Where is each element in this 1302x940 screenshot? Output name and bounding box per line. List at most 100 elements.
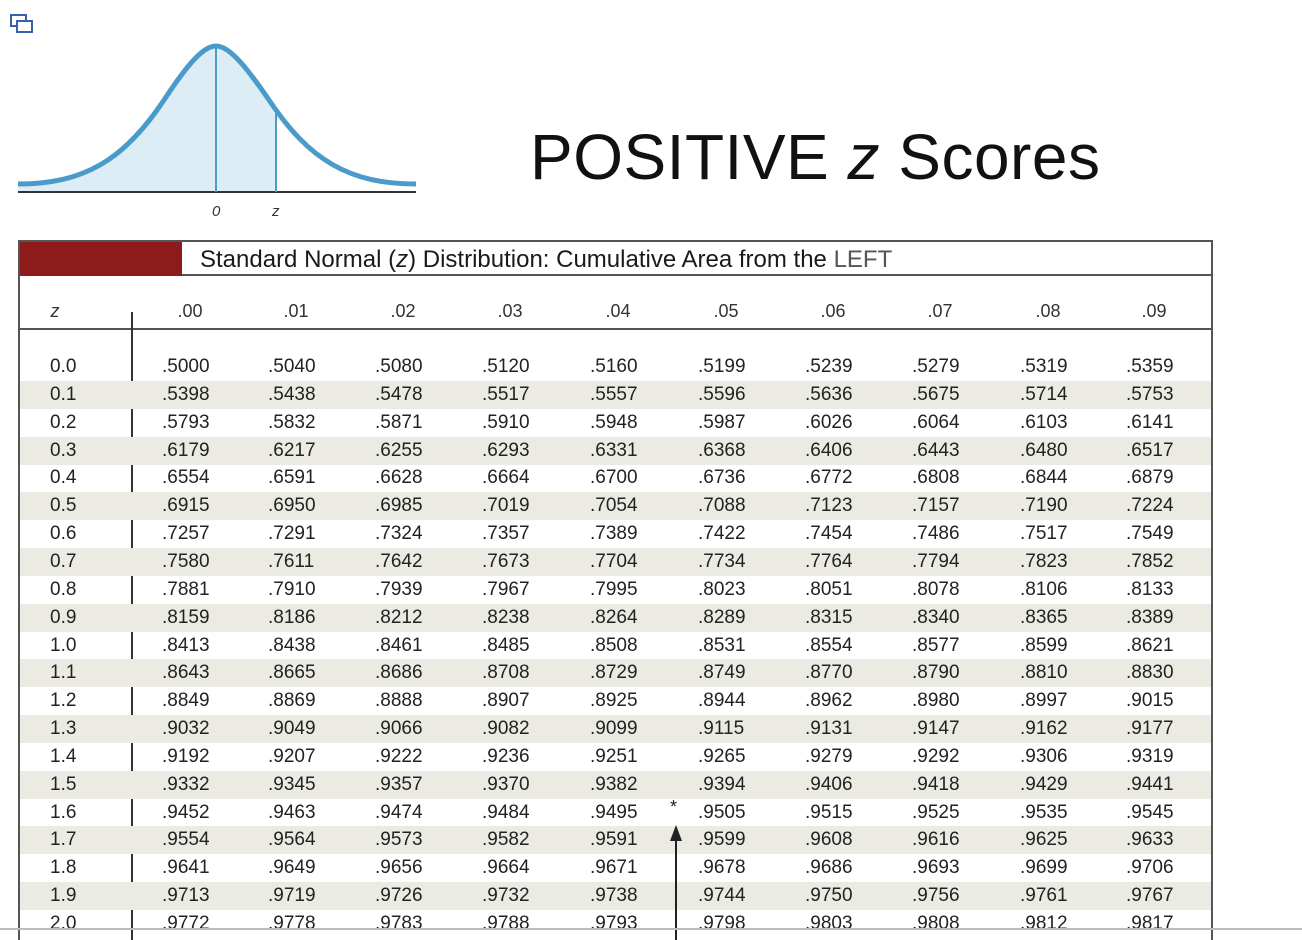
table-cell: .6736 — [698, 467, 746, 489]
table-cell: .5359 — [1126, 356, 1174, 377]
normal-curve-figure: 0 z — [17, 43, 417, 220]
table-cell: .7454 — [805, 523, 853, 545]
z-value: 1.6 — [50, 801, 77, 823]
table-cell: .7054 — [590, 495, 638, 517]
caption-var: z — [396, 246, 409, 273]
table-cell: .9633 — [1126, 829, 1174, 851]
table-cell: .9429 — [1020, 773, 1068, 795]
table-cell: .9738 — [590, 885, 638, 907]
table-cell: .9515 — [805, 801, 853, 823]
table-cell: .9463 — [268, 801, 316, 823]
table-cell: .6950 — [268, 495, 316, 517]
table-cell: .7517 — [1020, 523, 1068, 545]
table-cell: .8461 — [375, 634, 423, 656]
table-cell: .9803 — [805, 913, 853, 934]
table-cell: .9484 — [482, 801, 530, 823]
table-cell: .9441 — [1126, 773, 1174, 795]
table-cell: .8749 — [698, 662, 746, 684]
table-cell: .5675 — [912, 383, 960, 405]
table-cell: .9750 — [805, 885, 853, 907]
table-cell: .9783 — [375, 913, 423, 934]
z-value: 0.7 — [50, 550, 77, 572]
table-cell: .5596 — [698, 383, 746, 405]
table-cell: .6103 — [1020, 411, 1068, 433]
table-cell: .5120 — [482, 356, 530, 377]
table-cell: .9131 — [805, 718, 853, 740]
z-value: 0.2 — [50, 411, 77, 433]
table-cell: .8159 — [162, 606, 210, 628]
table-cell: .5636 — [805, 383, 853, 405]
table-cell: .8770 — [805, 662, 853, 684]
table-cell: .6517 — [1126, 439, 1174, 461]
table-cell: .7910 — [268, 578, 316, 600]
table-cell: .7291 — [268, 523, 316, 545]
table-row: 1.6 .9452 .9463 .9474 .9484 .9495 .9505 .9515 .9… — [20, 799, 1211, 827]
table-cell: .9772 — [162, 913, 210, 934]
column-header: .06 — [820, 301, 846, 321]
table-cell: .7823 — [1020, 550, 1068, 572]
table-cell: .9678 — [698, 857, 746, 879]
table-row: 0.9 .8159 .8186 .8212 .8238 .8264 .8289 .8315 .8… — [20, 603, 1211, 632]
table-cell: .5987 — [698, 411, 746, 433]
column-header: .08 — [1035, 301, 1061, 321]
table-cell: .6443 — [912, 439, 960, 461]
table-cell: .7704 — [590, 550, 638, 572]
table-row: 0.1 .5398 .5438 .5478 .5517 .5557 .5596 .5636 .5… — [20, 380, 1211, 409]
z-value: 0.1 — [50, 383, 77, 405]
table-cell: .5160 — [590, 356, 638, 377]
table-cell: .9625 — [1020, 829, 1068, 851]
table-cell: .8078 — [912, 578, 960, 600]
table-cell: .9713 — [162, 885, 210, 907]
table-row: 1.4 .9192 .9207 .9222 .9236 .9251 .9265 .9279 .9… — [20, 743, 1211, 771]
table-cell: .7157 — [912, 495, 960, 517]
table-cell: .6293 — [482, 439, 530, 461]
table-cell: .9082 — [482, 718, 530, 740]
popout-window-icon[interactable] — [10, 14, 34, 34]
table-cell: .8438 — [268, 634, 316, 656]
z-score-table: Standard Normal (z) Distribution: Cumula… — [18, 240, 1213, 940]
table-cell: .9798 — [698, 913, 746, 934]
table-row: 0.2 .5793 .5832 .5871 .5910 .5948 .5987 .6026 .6… — [20, 409, 1211, 437]
table-cell: .9236 — [482, 745, 530, 767]
table-row: 0.0 .5000 .5040 .5080 .5120 .5160 .5199 .5239 .5… — [20, 353, 1211, 381]
table-cell: .7088 — [698, 495, 746, 517]
table-cell: .9495 — [590, 801, 638, 823]
table-cell: .8389 — [1126, 606, 1174, 628]
table-cell: .5478 — [375, 383, 423, 405]
table-cell: .5239 — [805, 356, 853, 377]
table-cell: .8621 — [1126, 634, 1174, 656]
title-prefix: POSITIVE — [530, 121, 848, 193]
table-cell: .7794 — [912, 550, 960, 572]
caption-suffix: LEFT — [833, 246, 893, 273]
table-cell: .9706 — [1126, 857, 1174, 879]
table-cell: .7852 — [1126, 550, 1174, 572]
table-cell: .9222 — [375, 745, 423, 767]
column-header: .01 — [283, 301, 309, 321]
z-value: 1.9 — [50, 885, 77, 907]
table-cell: .5948 — [590, 411, 638, 433]
table-cell: .8051 — [805, 578, 853, 600]
table-cell: .8133 — [1126, 578, 1174, 600]
table-cell: .9699 — [1020, 857, 1068, 879]
curve-shaded-area — [18, 46, 276, 192]
table-row: 1.0 .8413 .8438 .8461 .8485 .8508 .8531 .8554 .8… — [20, 632, 1211, 660]
table-cell: .8599 — [1020, 634, 1068, 656]
table-cell: .8485 — [482, 634, 530, 656]
z-value: 2.0 — [50, 913, 77, 934]
table-cell: .7549 — [1126, 523, 1174, 545]
table-cell: .7389 — [590, 523, 638, 545]
table-cell: .6480 — [1020, 439, 1068, 461]
caption-mid: ) Distribution: Cumulative Area from the — [408, 246, 834, 273]
table-cell: .9535 — [1020, 801, 1068, 823]
table-cell: .8925 — [590, 690, 638, 712]
table-cell: .9671 — [590, 857, 638, 879]
table-cell: .9664 — [482, 857, 530, 879]
z-value: 0.4 — [50, 467, 77, 489]
table-cell: .9793 — [590, 913, 638, 934]
table-cell: .9812 — [1020, 913, 1068, 934]
table-cell: .5871 — [375, 411, 423, 433]
table-cell: .9608 — [805, 829, 853, 851]
table-cell: .9599 — [698, 829, 746, 851]
table-cell: .7611 — [268, 550, 315, 572]
table-cell: .9686 — [805, 857, 853, 879]
